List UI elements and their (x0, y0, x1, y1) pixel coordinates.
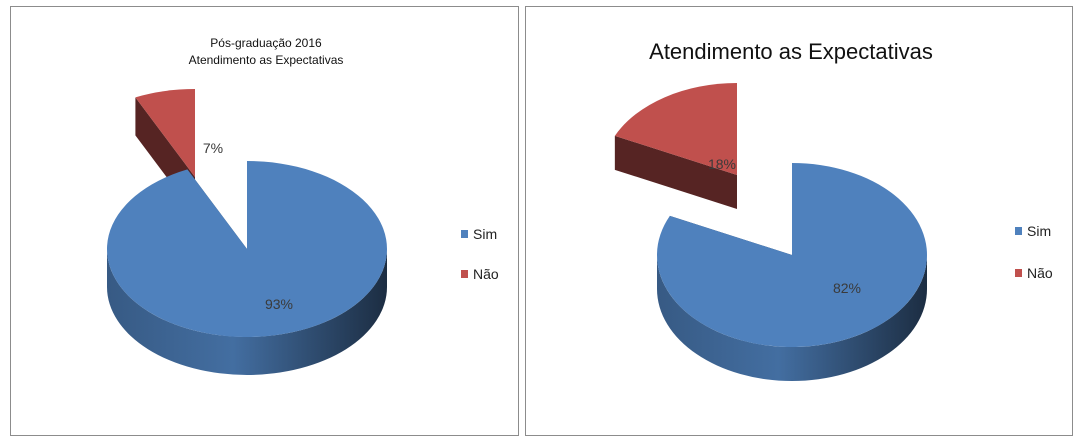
chart-panel-2: 82% 18% Atendimento as Expectativas Sim N… (525, 6, 1073, 436)
data-label-sim: 82% (833, 280, 861, 296)
pie-slice-sim (106, 161, 387, 375)
legend-swatch-nao (1015, 269, 1022, 277)
legend-label-nao: Não (473, 266, 499, 282)
legend-label-sim: Sim (1027, 223, 1051, 239)
legend-swatch-nao (461, 270, 468, 278)
pie-chart-1: 93% 7% Pós-graduação 2016 Atendimento as … (106, 36, 499, 375)
chart-title: Atendimento as Expectativas (649, 39, 933, 64)
chart-panel-1: 93% 7% Pós-graduação 2016 Atendimento as … (10, 6, 519, 436)
data-label-nao: 18% (708, 156, 736, 172)
pie-chart-2: 82% 18% Atendimento as Expectativas Sim N… (614, 39, 1053, 381)
data-label-nao: 7% (203, 140, 223, 156)
legend-swatch-sim (461, 230, 468, 238)
chart-title-line-2: Atendimento as Expectativas (189, 53, 344, 67)
data-label-sim: 93% (265, 296, 293, 312)
legend-label-sim: Sim (473, 226, 497, 242)
legend-label-nao: Não (1027, 265, 1053, 281)
legend-swatch-sim (1015, 227, 1022, 235)
pie-slice-sim (657, 163, 927, 381)
pie-slice-nao (614, 83, 737, 209)
chart-title-line-1: Pós-graduação 2016 (210, 36, 322, 50)
